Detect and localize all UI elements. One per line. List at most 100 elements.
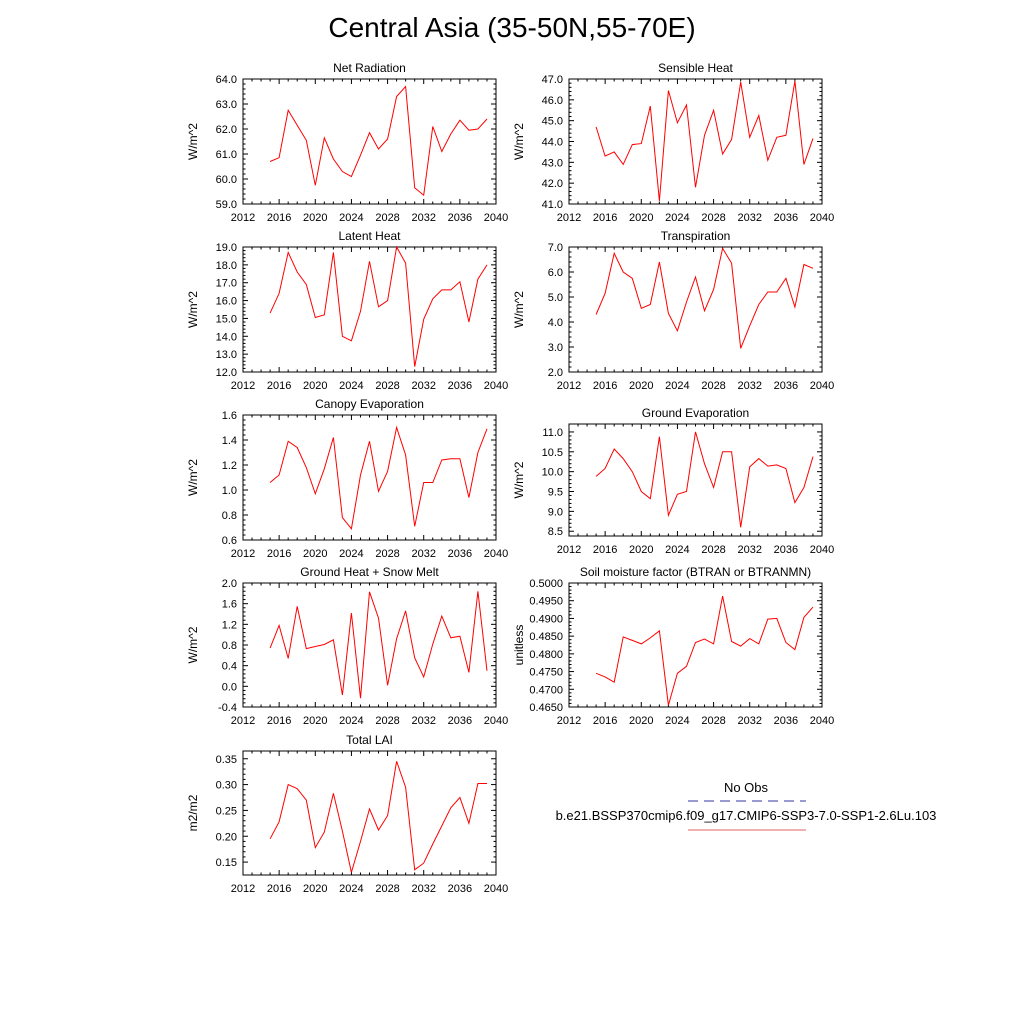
soil-moisture-factor-btran-or-btranmn-ytick-label: 0.5000 <box>529 578 563 590</box>
sensible-heat-xtick-label: 2020 <box>629 212 653 224</box>
ground-heat-snow-melt-series-line <box>269 591 488 699</box>
ground-evaporation-xtick-label: 2028 <box>701 544 725 556</box>
net-radiation-ytick-label: 64.0 <box>216 74 237 86</box>
transpiration-xtick-label: 2028 <box>701 380 725 392</box>
sensible-heat-ytick-label: 46.0 <box>542 95 563 107</box>
transpiration-series-line <box>595 246 814 349</box>
canopy-evaporation-ytick-label: 0.8 <box>222 510 237 522</box>
total-lai-xtick-label: 2028 <box>375 883 399 895</box>
net-radiation-ylabel: W/m^2 <box>186 123 200 160</box>
soil-moisture-factor-btran-or-btranmn-ytick-label: 0.4750 <box>529 667 563 679</box>
ground-heat-snow-melt-xtick-label: 2012 <box>231 715 255 727</box>
ground-evaporation-xtick-label: 2036 <box>774 544 798 556</box>
soil-moisture-factor-btran-or-btranmn-title: Soil moisture factor (BTRAN or BTRANMN) <box>580 565 811 579</box>
soil-moisture-factor-btran-or-btranmn-ytick-label: 0.4950 <box>529 596 563 608</box>
latent-heat-xtick-label: 2016 <box>267 380 291 392</box>
transpiration-ylabel: W/m^2 <box>512 291 526 328</box>
net-radiation-xtick-label: 2028 <box>375 212 399 224</box>
ground-evaporation-ytick-label: 10.0 <box>542 467 563 479</box>
ground-heat-snow-melt-ytick-label: 1.2 <box>222 619 237 631</box>
canopy-evaporation-xtick-label: 2040 <box>484 548 508 560</box>
ground-heat-snow-melt-xtick-label: 2020 <box>303 715 327 727</box>
soil-moisture-factor-btran-or-btranmn-xtick-label: 2036 <box>774 715 798 727</box>
soil-moisture-factor-btran-or-btranmn-ytick-label: 0.4850 <box>529 631 563 643</box>
net-radiation-title: Net Radiation <box>333 61 406 75</box>
transpiration-title: Transpiration <box>661 229 731 243</box>
transpiration-ytick-label: 5.0 <box>548 292 563 304</box>
net-radiation-xtick-label: 2032 <box>411 212 435 224</box>
net-radiation-ytick-label: 61.0 <box>216 149 237 161</box>
sensible-heat-ylabel: W/m^2 <box>512 123 526 160</box>
total-lai-xtick-label: 2036 <box>448 883 472 895</box>
transpiration-xtick-label: 2036 <box>774 380 798 392</box>
total-lai-ytick-label: 0.30 <box>216 780 237 792</box>
sensible-heat-ytick-label: 43.0 <box>542 157 563 169</box>
latent-heat-ytick-label: 13.0 <box>216 349 237 361</box>
net-radiation-xtick-label: 2020 <box>303 212 327 224</box>
ground-evaporation-title: Ground Evaporation <box>642 406 749 420</box>
sensible-heat-ytick-label: 41.0 <box>542 199 563 211</box>
transpiration-ytick-label: 6.0 <box>548 267 563 279</box>
total-lai-xtick-label: 2012 <box>231 883 255 895</box>
soil-moisture-factor-btran-or-btranmn-xtick-label: 2012 <box>557 715 581 727</box>
ground-evaporation-xtick-label: 2040 <box>810 544 834 556</box>
canopy-evaporation-frame <box>242 414 497 541</box>
sensible-heat-xtick-label: 2016 <box>593 212 617 224</box>
ground-evaporation-ytick-label: 9.0 <box>548 506 563 518</box>
net-radiation-xtick-label: 2012 <box>231 212 255 224</box>
ground-heat-snow-melt-xtick-label: 2024 <box>339 715 363 727</box>
ground-evaporation-frame <box>568 423 823 537</box>
transpiration-ytick-label: 3.0 <box>548 342 563 354</box>
ground-evaporation-ytick-label: 9.5 <box>548 487 563 499</box>
ground-evaporation-xtick-label: 2032 <box>737 544 761 556</box>
soil-moisture-factor-btran-or-btranmn-xtick-label: 2016 <box>593 715 617 727</box>
soil-moisture-factor-btran-or-btranmn-xtick-label: 2028 <box>701 715 725 727</box>
latent-heat-ytick-label: 12.0 <box>216 367 237 379</box>
total-lai-ytick-label: 0.25 <box>216 805 237 817</box>
sensible-heat-ytick-label: 44.0 <box>542 137 563 149</box>
net-radiation-ytick-label: 63.0 <box>216 99 237 111</box>
ground-heat-snow-melt-xtick-label: 2032 <box>411 715 435 727</box>
transpiration-frame <box>568 246 823 373</box>
latent-heat-ytick-label: 15.0 <box>216 313 237 325</box>
ground-heat-snow-melt-ytick-label: 0.0 <box>222 681 237 693</box>
sensible-heat-xtick-label: 2012 <box>557 212 581 224</box>
latent-heat-frame <box>242 246 497 373</box>
soil-moisture-factor-btran-or-btranmn-xtick-label: 2020 <box>629 715 653 727</box>
sensible-heat-xtick-label: 2028 <box>701 212 725 224</box>
latent-heat-xtick-label: 2040 <box>484 380 508 392</box>
canopy-evaporation-title: Canopy Evaporation <box>315 397 424 411</box>
sensible-heat-ytick-label: 45.0 <box>542 116 563 128</box>
ground-heat-snow-melt-ytick-label: 0.4 <box>222 661 237 673</box>
ground-evaporation-xtick-label: 2016 <box>593 544 617 556</box>
ground-evaporation-ytick-label: 11.0 <box>542 427 563 439</box>
sensible-heat-ytick-label: 42.0 <box>542 178 563 190</box>
canopy-evaporation-ytick-label: 1.4 <box>222 435 237 447</box>
ground-evaporation-xtick-label: 2020 <box>629 544 653 556</box>
net-radiation-xtick-label: 2024 <box>339 212 363 224</box>
canopy-evaporation-ytick-label: 1.6 <box>222 410 237 422</box>
latent-heat-xtick-label: 2028 <box>375 380 399 392</box>
ground-heat-snow-melt-ylabel: W/m^2 <box>186 626 200 663</box>
canopy-evaporation-series-line <box>269 425 488 530</box>
latent-heat-xtick-label: 2032 <box>411 380 435 392</box>
main-title: Central Asia (35-50N,55-70E) <box>328 12 696 43</box>
total-lai-xtick-label: 2032 <box>411 883 435 895</box>
latent-heat-ytick-label: 16.0 <box>216 296 237 308</box>
transpiration-ytick-label: 4.0 <box>548 317 563 329</box>
transpiration-ytick-label: 2.0 <box>548 367 563 379</box>
transpiration-xtick-label: 2024 <box>665 380 689 392</box>
latent-heat-ylabel: W/m^2 <box>186 291 200 328</box>
canopy-evaporation-ylabel: W/m^2 <box>186 459 200 496</box>
canopy-evaporation-ytick-label: 1.0 <box>222 485 237 497</box>
canopy-evaporation-xtick-label: 2020 <box>303 548 327 560</box>
latent-heat-ytick-label: 19.0 <box>216 242 237 254</box>
latent-heat-series-line <box>269 245 488 367</box>
total-lai-ytick-label: 0.35 <box>216 754 237 766</box>
ground-evaporation-xtick-label: 2012 <box>557 544 581 556</box>
ground-evaporation-xtick-label: 2024 <box>665 544 689 556</box>
latent-heat-ytick-label: 17.0 <box>216 278 237 290</box>
net-radiation-series-line <box>269 85 488 197</box>
net-radiation-xtick-label: 2016 <box>267 212 291 224</box>
net-radiation-ytick-label: 59.0 <box>216 199 237 211</box>
